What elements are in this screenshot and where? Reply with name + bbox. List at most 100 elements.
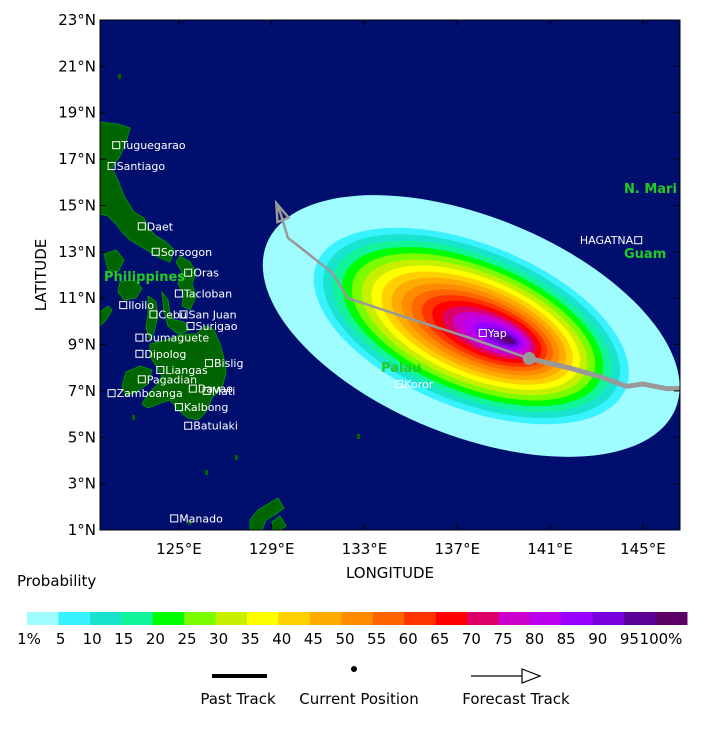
- place-marker-icon: [107, 389, 116, 398]
- legend-swatch: [592, 612, 625, 625]
- place-marker-icon: [170, 514, 179, 523]
- place-label: Oras: [193, 267, 219, 280]
- lon-tick-label: 137°E: [434, 540, 480, 558]
- legend-swatch: [309, 612, 342, 625]
- place-liangas: Liangas: [156, 364, 208, 377]
- small-island: [357, 434, 360, 439]
- place-dipolog: Dipolog: [135, 348, 186, 361]
- legend-swatch: [121, 612, 154, 625]
- place-marker-icon: [395, 380, 404, 388]
- place-yap: Yap: [478, 327, 507, 340]
- current-position-legend-dot: [351, 666, 357, 672]
- small-island: [205, 470, 208, 475]
- storm-track: [274, 199, 680, 392]
- legend-tick-label: 90: [588, 630, 607, 648]
- forecast-track-line: [275, 202, 530, 360]
- land-mindanao: [141, 325, 227, 421]
- map-frame: [99, 19, 681, 531]
- legend-swatch: [624, 612, 656, 625]
- place-sorsogon: Sorsogon: [151, 246, 212, 259]
- place-label: Surigao: [196, 320, 238, 333]
- lat-tick-label: 21°N: [58, 57, 96, 75]
- probability-band-20: [503, 337, 514, 343]
- legend-swatch: [215, 612, 248, 625]
- lon-tick-label: 129°E: [249, 540, 295, 558]
- place-label: Bislig: [214, 357, 243, 370]
- lat-tick-label: 5°N: [68, 428, 96, 446]
- region-labels: Philippines Palau Guam N. Mari: [104, 182, 677, 376]
- past-track-line: [528, 356, 680, 392]
- forecast-track-label: Forecast Track: [462, 690, 570, 708]
- forecast-track-legend-arrow: [521, 668, 542, 684]
- small-island: [118, 74, 121, 79]
- legend-tick-label: 15: [114, 630, 133, 648]
- legend-tick-label: 85: [557, 630, 576, 648]
- legend-swatch: [467, 612, 499, 625]
- lat-tick-label: 19°N: [58, 104, 96, 122]
- lat-tick-label: 9°N: [68, 336, 96, 354]
- lat-tick-label: 3°N: [68, 475, 96, 493]
- place-marker-icon: [135, 333, 144, 342]
- legend-tick-label: 35: [241, 630, 260, 648]
- probability-legend: 1% 5 10 15 20 25 30 35 40 45 50 55 60 65 70 75 80 85 90 95 1…: [17, 612, 688, 648]
- place-label: Manado: [179, 512, 223, 525]
- legend-swatch: [247, 612, 279, 625]
- place-label: Sorsogon: [161, 246, 212, 259]
- lon-tick-label: 133°E: [342, 540, 388, 558]
- place-marker-icon: [151, 247, 160, 256]
- legend-tick-label: 55: [367, 630, 386, 648]
- place-marker-icon: [179, 310, 188, 319]
- place-marker-icon: [188, 384, 197, 393]
- legend-swatch: [27, 612, 59, 625]
- legend-tick-label: 40: [272, 630, 291, 648]
- land-zamboanga-peninsula: [121, 365, 153, 397]
- forecast-arrow-icon: [274, 199, 291, 224]
- legend-swatch: [561, 612, 594, 625]
- past-track-label: Past Track: [200, 690, 276, 708]
- legend-tick-label: 1%: [17, 630, 41, 648]
- place-label: San Juan: [189, 308, 237, 321]
- current-position-label: Current Position: [299, 690, 419, 708]
- legend-tick-label: 20: [146, 630, 165, 648]
- land-luzon: [100, 121, 175, 263]
- legend-swatch: [435, 612, 468, 625]
- place-marker-icon: [137, 375, 146, 384]
- legend-tick-label: 45: [304, 630, 323, 648]
- lon-tick-label: 125°E: [156, 540, 202, 558]
- place-label: Tacloban: [183, 288, 232, 301]
- region-label-philippines: Philippines: [104, 270, 185, 285]
- land-sulawesi-n: [249, 497, 285, 530]
- place-markers: Tuguegarao Santiago Daet Sorsogon Oras Taclob…: [107, 139, 643, 525]
- lat-tick-label: 23°N: [58, 11, 96, 29]
- current-position-marker: [522, 351, 536, 365]
- legend-tick-label: 80: [525, 630, 544, 648]
- lon-tick-label: 145°E: [620, 540, 666, 558]
- place-label: Zamboanga: [117, 387, 183, 400]
- land-palawan: [100, 305, 113, 327]
- legend-tick-label: 100%: [640, 630, 683, 648]
- legend-swatch: [341, 612, 374, 625]
- y-axis-label: LATITUDE: [32, 239, 50, 312]
- lon-tick-label: 141°E: [527, 540, 573, 558]
- lat-tick-label: 13°N: [58, 243, 96, 261]
- place-marker-icon: [202, 386, 211, 395]
- place-zamboanga: Zamboanga: [107, 387, 183, 400]
- place-label: Daet: [147, 220, 174, 233]
- place-label: Davao: [198, 383, 233, 396]
- place-kalbong: Kalbong: [174, 401, 228, 414]
- place-label: Dumaguete: [144, 332, 209, 345]
- place-marker-icon: [119, 301, 128, 310]
- legend-swatch: [58, 612, 91, 625]
- legend-swatch: [152, 612, 185, 625]
- place-manado: Manado: [170, 512, 223, 525]
- legend-tick-label: 30: [209, 630, 228, 648]
- place-daet: Daet: [137, 220, 174, 233]
- place-label: Liangas: [165, 364, 208, 377]
- x-axis-label: LONGITUDE: [346, 564, 434, 582]
- place-bislig: Bislig: [205, 357, 243, 370]
- place-marker-icon: [174, 403, 183, 412]
- place-hagatna: HAGATNA: [580, 234, 643, 247]
- place-batulaki: Batulaki: [184, 420, 238, 433]
- place-surigao: Surigao: [186, 320, 238, 333]
- legend-swatch: [184, 612, 216, 625]
